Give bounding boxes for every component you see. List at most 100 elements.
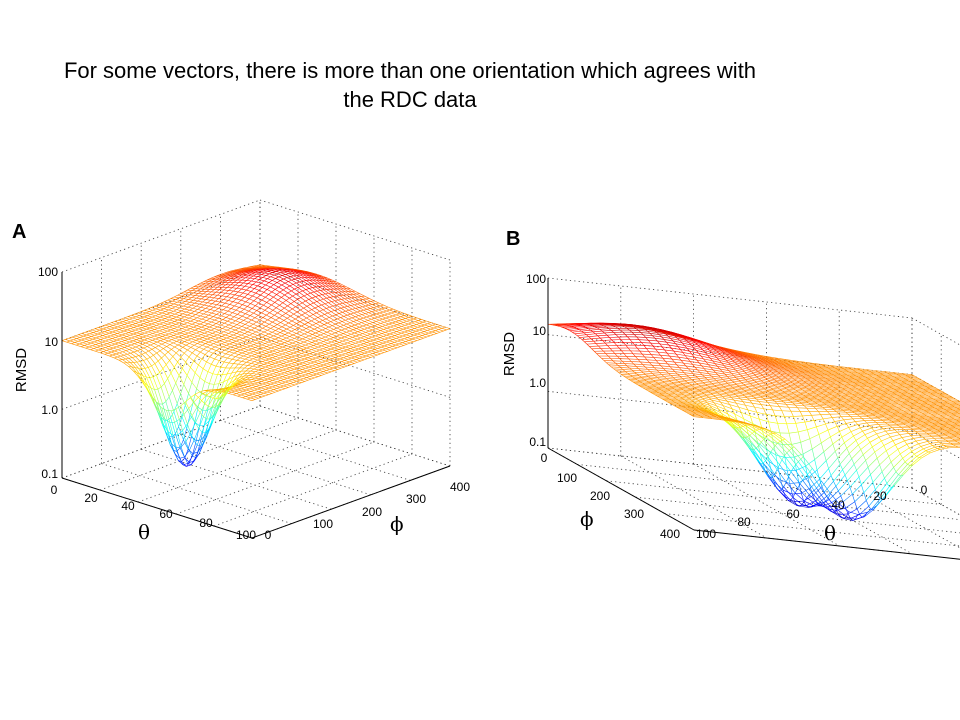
surface-line: [99, 328, 104, 331]
surface-line: [149, 376, 154, 378]
surface-line: [297, 287, 303, 292]
surface-line: [179, 419, 183, 431]
surface-line: [140, 323, 144, 326]
surface-line: [138, 355, 144, 361]
surface-line: [164, 323, 168, 326]
surface-line: [204, 331, 208, 334]
surface-line: [369, 353, 373, 356]
surface-line: [294, 383, 299, 386]
surface-line: [182, 344, 187, 348]
surface-line: [315, 370, 320, 374]
surface-line: [322, 329, 328, 333]
surface-line: [415, 329, 420, 332]
surface-line: [286, 383, 291, 386]
surface-line: [110, 341, 114, 343]
surface-line: [254, 383, 260, 386]
surface-line: [112, 337, 116, 339]
surface-line: [375, 350, 380, 353]
surface-line: [360, 302, 365, 304]
surface-line: [111, 351, 117, 355]
surface-line: [279, 364, 285, 367]
surface-line: [344, 360, 350, 363]
surface-line: [278, 286, 284, 291]
surface-line: [334, 339, 339, 341]
surface-line: [243, 346, 248, 349]
surface-line: [313, 302, 319, 307]
surface-line: [391, 312, 397, 316]
surface-line: [351, 291, 357, 295]
surface-line: [168, 315, 172, 318]
surface-line: [260, 370, 264, 373]
surface-line: [292, 341, 296, 344]
surface-line: [385, 348, 391, 351]
surface-line: [222, 373, 227, 376]
surface-line: [362, 332, 366, 334]
surface-line: [316, 279, 322, 284]
surface-line: [166, 314, 172, 316]
surface-line: [221, 334, 226, 337]
surface-line: [182, 328, 187, 331]
surface-line: [402, 342, 408, 345]
surface-line: [210, 358, 215, 365]
surface-line: [192, 451, 198, 454]
surface-line: [420, 324, 425, 327]
surface-line: [133, 325, 138, 328]
surface-line: [297, 325, 302, 329]
surface-line: [177, 318, 182, 321]
surface-line: [357, 360, 362, 363]
surface-line: [268, 333, 274, 337]
surface-line: [365, 354, 370, 357]
surface-line: [306, 369, 311, 372]
surface-line: [214, 308, 219, 312]
surface-line: [294, 338, 300, 341]
surface-line: [253, 367, 258, 370]
surface-line: [278, 368, 283, 371]
surface-line: [185, 325, 189, 328]
surface-line: [355, 349, 360, 352]
surface-line: [256, 319, 260, 323]
surface-line: [349, 360, 353, 363]
surface-line: [245, 344, 251, 347]
surface-line: [197, 315, 201, 318]
surface-line: [284, 294, 290, 299]
surface-line: [189, 414, 196, 423]
surface-line: [214, 317, 219, 321]
surface-line: [298, 347, 304, 350]
surface-line: [286, 361, 292, 365]
surface-line: [114, 319, 119, 322]
surface-line: [197, 445, 203, 453]
surface-line: [241, 334, 247, 338]
surface-line: [342, 347, 348, 351]
surface-line: [249, 351, 254, 354]
surface-line: [412, 332, 418, 335]
surface-line: [305, 337, 311, 340]
surface-line: [353, 312, 359, 316]
surface-line: [139, 330, 144, 332]
surface-line: [131, 336, 135, 339]
surface-line: [149, 327, 155, 330]
surface-line: [272, 373, 278, 376]
surface-line: [190, 326, 194, 329]
surface-line: [254, 361, 260, 364]
surface-line: [345, 352, 349, 355]
surface-line: [257, 283, 262, 287]
surface-line: [182, 319, 186, 322]
surface-line: [268, 387, 274, 390]
surface-line: [336, 343, 341, 346]
surface-line: [290, 368, 295, 371]
surface-line: [201, 326, 207, 329]
surface-line: [269, 296, 274, 300]
surface-line: [220, 301, 226, 304]
surface-line: [340, 307, 346, 312]
surface-line: [154, 322, 160, 325]
surface-line: [265, 358, 270, 361]
surface-line: [103, 336, 108, 339]
surface-line: [332, 305, 338, 310]
surface-line: [226, 328, 231, 331]
surface-line: [249, 325, 255, 329]
surface-line: [316, 299, 321, 302]
surface-line: [177, 434, 182, 448]
surface-line: [257, 395, 262, 398]
surface-line: [359, 293, 365, 297]
surface-line: [341, 298, 345, 300]
